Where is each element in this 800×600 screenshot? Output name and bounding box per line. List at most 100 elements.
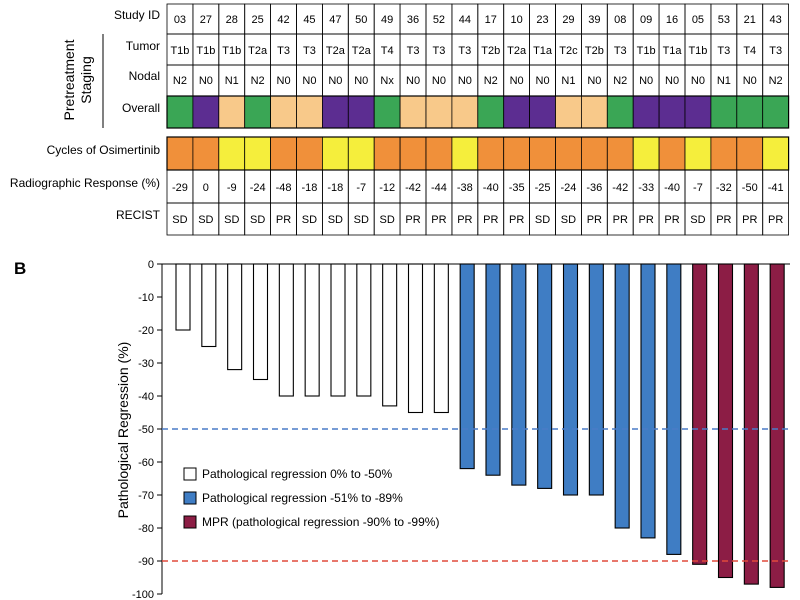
response-value: -25 (535, 182, 551, 194)
recist-value: PR (483, 214, 498, 226)
y-tick-label: -50 (138, 424, 154, 436)
cycles-cell (192, 136, 220, 171)
study-id-value: 16 (666, 14, 678, 26)
tumor-value: T3 (769, 45, 782, 57)
recist-value: SD (172, 214, 187, 226)
y-tick-label: -10 (138, 292, 154, 304)
tumor-value: T1b (170, 45, 189, 57)
bar (537, 263, 553, 489)
legend-label: Pathological regression 0% to -50% (202, 467, 392, 481)
study-id-value: 50 (355, 14, 367, 26)
study-id-value: 25 (252, 14, 264, 26)
study-id-value: 05 (692, 14, 704, 26)
recist-value: SD (690, 214, 705, 226)
study-id-value: 44 (459, 14, 471, 26)
cycles-cell (425, 136, 453, 171)
study-id-value: 28 (226, 14, 238, 26)
cycles-cell (632, 136, 660, 171)
tumor-value: T1b (637, 45, 656, 57)
response-value: -44 (431, 182, 447, 194)
tumor-value: T2a (248, 45, 268, 57)
recist-value: SD (561, 214, 576, 226)
study-id-value: 47 (329, 14, 341, 26)
study-id-value: 17 (485, 14, 497, 26)
study-id-value: 43 (770, 14, 782, 26)
nodal-value: N1 (717, 75, 731, 87)
recist-value: PR (276, 214, 291, 226)
study-id-value: 49 (381, 14, 393, 26)
row-label-overall: Overall (122, 101, 160, 115)
nodal-value: N2 (251, 75, 265, 87)
recist-value: PR (613, 214, 628, 226)
row-label-response: Radiographic Response (%) (10, 176, 160, 190)
bar (743, 263, 759, 585)
study-id-value: 03 (174, 14, 186, 26)
cycles-cell (658, 136, 686, 171)
nodal-value: N0 (328, 75, 342, 87)
y-tick-label: 0 (148, 259, 154, 271)
overall-row-frame (166, 95, 790, 129)
overall-stage-cell (581, 95, 608, 129)
overall-stage-cell (166, 95, 194, 129)
response-value: -38 (457, 182, 473, 194)
tumor-value: T4 (743, 45, 756, 57)
response-value: -18 (301, 182, 317, 194)
study-id-value: 09 (640, 14, 652, 26)
response-value: -9 (227, 182, 237, 194)
bar (666, 263, 682, 555)
tumor-value: T3 (433, 45, 446, 57)
study-id-value: 23 (536, 14, 548, 26)
study-id-value: 36 (407, 14, 419, 26)
tumor-value: T2a (326, 45, 346, 57)
y-tick-label: -80 (138, 523, 154, 535)
response-value: -50 (742, 182, 758, 194)
nodal-value: N0 (432, 75, 446, 87)
tumor-value: T1b (222, 45, 241, 57)
y-tick-label: -70 (138, 490, 154, 502)
recist-value: SD (354, 214, 369, 226)
study-id-value: 45 (303, 14, 315, 26)
cycles-cell (503, 136, 531, 171)
tumor-value: T2a (352, 45, 372, 57)
bar (640, 263, 656, 539)
nodal-value: N2 (613, 75, 627, 87)
overall-stage-cell (710, 95, 738, 129)
nodal-value: N0 (691, 75, 705, 87)
cycles-cell (606, 136, 634, 171)
nodal-value: N2 (484, 75, 498, 87)
bar (717, 263, 734, 579)
nodal-value: N0 (743, 75, 757, 87)
panel-label-b: B (14, 259, 26, 278)
response-value: -40 (664, 182, 680, 194)
response-value: -32 (716, 182, 732, 194)
nodal-value: N0 (665, 75, 679, 87)
nodal-value: N0 (199, 75, 213, 87)
response-value: -12 (379, 182, 395, 194)
nodal-value: N0 (406, 75, 420, 87)
study-id-value: 29 (562, 14, 574, 26)
tumor-value: T2a (507, 45, 527, 57)
recist-value: SD (328, 214, 343, 226)
nodal-value: N2 (173, 75, 187, 87)
bar (201, 263, 217, 348)
overall-stage-cell (347, 95, 375, 129)
row-label-tumor: Tumor (126, 39, 160, 53)
overall-stage-cell (399, 95, 427, 129)
bar (382, 263, 398, 407)
overall-stage-cell (736, 95, 764, 129)
response-value: -33 (638, 182, 654, 194)
response-value: -7 (693, 182, 703, 194)
recist-value: PR (768, 214, 783, 226)
overall-stage-cell (373, 95, 401, 129)
cycles-cell (270, 136, 297, 171)
study-id-value: 10 (511, 14, 523, 26)
legend: Pathological regression 0% to -50% Pathol… (183, 467, 439, 529)
response-value: -40 (483, 182, 499, 194)
bar (588, 263, 604, 496)
response-value: -42 (612, 182, 628, 194)
tumor-value: T3 (277, 45, 290, 57)
nodal-value: N1 (225, 75, 239, 87)
cycles-row-frame (166, 136, 790, 171)
cycles-cell (166, 136, 194, 171)
tumor-value: T1a (663, 45, 683, 57)
